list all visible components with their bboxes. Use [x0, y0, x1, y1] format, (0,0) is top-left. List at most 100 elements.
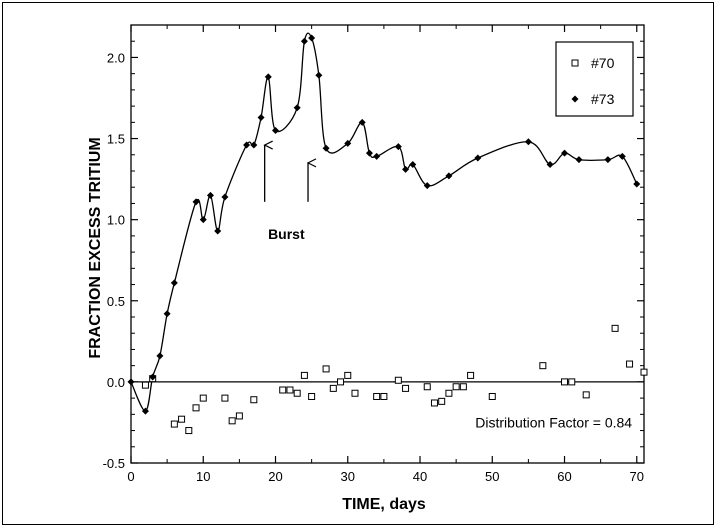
series-73-point [322, 144, 330, 152]
series-73-point [604, 156, 612, 164]
series-73-point [524, 138, 532, 146]
series-73-point [156, 352, 164, 360]
series-73-point [221, 193, 229, 201]
series-70-point [351, 389, 359, 397]
series-73-point [243, 141, 251, 149]
series-70-point [452, 383, 460, 391]
series-73-point [300, 37, 308, 45]
series-73-point [192, 198, 200, 206]
series-70-point [293, 389, 301, 397]
series-73-point [373, 152, 381, 160]
y-tick-label: 0.5 [107, 294, 125, 309]
x-tick-label: 70 [630, 469, 644, 484]
series-70-point [192, 404, 200, 412]
series-70-point [141, 381, 149, 389]
series-73-point [561, 149, 569, 157]
series-73-point [474, 154, 482, 162]
series-73-point [214, 227, 222, 235]
series-73-point [149, 373, 157, 381]
series-73-point [272, 126, 280, 134]
series-73-point [575, 156, 583, 164]
legend-label-70: #70 [591, 55, 615, 71]
series-70-point [568, 378, 576, 386]
series-70-point [228, 417, 236, 425]
series-70-point [322, 365, 330, 373]
series-70-point [199, 394, 207, 402]
series-73-point [127, 378, 135, 386]
series-73-point [365, 149, 373, 157]
series-70-point [561, 378, 569, 386]
series-73-point [633, 180, 641, 188]
series-73-point [308, 34, 316, 42]
series-70-point [423, 383, 431, 391]
series-73-point [344, 139, 352, 147]
series-73-point [618, 152, 626, 160]
legend-marker-70 [571, 59, 579, 67]
series-layer [127, 32, 648, 435]
series-73-point [170, 279, 178, 287]
series-73-point [546, 161, 554, 169]
series-70-point [459, 383, 467, 391]
series-73-point [293, 104, 301, 112]
x-tick-label: 0 [127, 469, 134, 484]
annotation-layer: Burst Distribution Factor = 0.84 [265, 145, 632, 430]
series-70-point [344, 371, 352, 379]
series-73-point [141, 407, 149, 415]
x-axis-title: TIME, days [342, 496, 426, 513]
series-73-point [257, 113, 265, 121]
series-73-point [423, 182, 431, 190]
series-70-point [235, 412, 243, 420]
series-70-point [611, 324, 619, 332]
series-70-point [221, 394, 229, 402]
x-tick-label: 30 [341, 469, 355, 484]
series-70-point [467, 371, 475, 379]
series-70-point [640, 368, 648, 376]
y-tick-label: 1.0 [107, 213, 125, 228]
series-70-point [539, 362, 547, 370]
series-73-point [199, 216, 207, 224]
x-tick-label: 10 [196, 469, 210, 484]
series-70-point [170, 420, 178, 428]
series-70-point [488, 392, 496, 400]
axes: -0.5 0.0 0.5 1.0 1.5 2.0 0 10 20 30 40 50 60 70 [103, 25, 644, 484]
series-73-point [394, 143, 402, 151]
x-tick-label: 20 [268, 469, 282, 484]
series-73-point [402, 165, 410, 173]
legend: #70 #73 [555, 41, 634, 117]
series-70-point [250, 396, 258, 404]
series-70-point [308, 392, 316, 400]
legend-box [555, 41, 634, 117]
series-70-point [394, 376, 402, 384]
y-tick-label: 2.0 [107, 50, 125, 65]
series-70-point [373, 392, 381, 400]
y-axis-title: FRACTION EXCESS TRITIUM [87, 137, 104, 358]
series-73-point [206, 191, 214, 199]
series-70-point [445, 389, 453, 397]
x-tick-label: 40 [413, 469, 427, 484]
legend-marker-73 [571, 95, 579, 103]
series-73-point [445, 172, 453, 180]
series-73-point [264, 73, 272, 81]
series-70-point [438, 397, 446, 405]
series-70-point [329, 384, 337, 392]
series-73-point [250, 141, 258, 149]
series-73-point [163, 310, 171, 318]
series-70-point [178, 415, 186, 423]
series-70-point [626, 360, 634, 368]
burst-label: Burst [268, 226, 305, 242]
distribution-factor-label: Distribution Factor = 0.84 [475, 414, 632, 430]
series-70-point [430, 399, 438, 407]
series-70-point [286, 386, 294, 394]
series-70-point [185, 427, 193, 435]
series-73-point [358, 118, 366, 126]
series-70-point [380, 392, 388, 400]
series-70-point [337, 378, 345, 386]
y-tick-label: 1.5 [107, 132, 125, 147]
y-tick-label: 0.0 [107, 375, 125, 390]
series-70-point [402, 384, 410, 392]
legend-label-73: #73 [591, 91, 615, 107]
x-tick-label: 50 [485, 469, 499, 484]
series-70-point [279, 386, 287, 394]
